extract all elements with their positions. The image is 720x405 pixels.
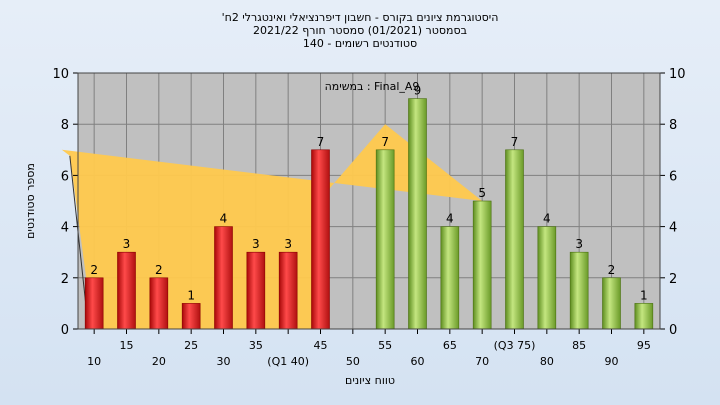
bar-value-label: 4	[543, 212, 551, 226]
bar	[634, 303, 654, 330]
bar-value-label: 7	[381, 135, 389, 149]
y-tick-label-right: 10	[669, 67, 686, 82]
x-tick-label: 50	[346, 355, 360, 368]
bar-value-label: 2	[155, 263, 163, 277]
bar-value-label: 7	[317, 135, 325, 149]
x-tick-label: 45	[314, 339, 328, 352]
bar	[408, 98, 427, 330]
y-tick-label-right: 6	[669, 169, 677, 184]
bar	[84, 277, 104, 330]
bar-value-label: 3	[284, 237, 292, 251]
bar	[214, 226, 233, 330]
y-axis-label: מספר סטודנטים	[24, 163, 37, 239]
x-tick-label: 65	[443, 339, 457, 352]
x-tick-label: 70	[475, 355, 489, 368]
y-tick-label-right: 0	[669, 323, 677, 338]
y-tick-label-right: 4	[669, 221, 677, 236]
bar-value-label: 3	[123, 237, 131, 251]
y-tick-label-left: 10	[52, 67, 69, 82]
bar	[181, 303, 201, 330]
bar-value-label: 4	[446, 212, 454, 226]
bar-value-label: 1	[187, 288, 195, 302]
chart-title-line-2: בסמסטר (01/2021) סמסטר חורף 2021/22	[253, 24, 467, 37]
x-tick-label: (Q3 75)	[494, 339, 536, 352]
x-tick-label: (Q1 40)	[267, 355, 309, 368]
y-tick-label-right: 2	[669, 272, 677, 287]
y-tick-label-left: 0	[61, 323, 69, 338]
bar	[278, 251, 298, 330]
x-tick-label: 80	[540, 355, 554, 368]
bar-value-label: 5	[478, 186, 486, 200]
bar-value-label: 9	[414, 84, 422, 98]
x-tick-label: 95	[637, 339, 651, 352]
y-tick-label-left: 4	[61, 221, 69, 236]
x-tick-label: 60	[411, 355, 425, 368]
bar	[246, 251, 266, 330]
bar	[440, 226, 460, 330]
y-tick-label-left: 6	[61, 169, 69, 184]
x-tick-label: 20	[152, 355, 166, 368]
bar	[537, 226, 557, 330]
x-tick-label: 90	[605, 355, 619, 368]
bar	[569, 251, 589, 330]
bar-value-label: 2	[608, 263, 616, 277]
x-tick-label: 30	[217, 355, 231, 368]
x-axis-label: טווח ציונים	[345, 374, 395, 387]
bar-value-label: 1	[640, 288, 648, 302]
y-tick-label-right: 8	[669, 118, 677, 133]
bar-value-label: 3	[575, 237, 583, 251]
bar	[311, 149, 330, 330]
bar	[117, 251, 136, 330]
y-tick-label-left: 8	[61, 118, 69, 133]
x-tick-label: 85	[572, 339, 586, 352]
y-tick-label-left: 2	[61, 272, 69, 287]
x-tick-label: 15	[120, 339, 134, 352]
bar-value-label: 7	[511, 135, 519, 149]
bar	[375, 149, 395, 330]
x-tick-label: 10	[87, 355, 101, 368]
bar-value-label: 3	[252, 237, 260, 251]
bar	[149, 277, 169, 330]
bar	[505, 149, 524, 330]
bar	[472, 200, 492, 330]
plot-border	[77, 72, 661, 330]
chart-title-line-3: סטודנטים רשומים - 140	[302, 37, 418, 50]
chart-annotation: במשימה : Final_A9	[325, 80, 420, 93]
x-tick-label: 55	[378, 339, 392, 352]
bar-value-label: 4	[220, 212, 228, 226]
x-tick-label: 25	[184, 339, 198, 352]
x-tick-label: 35	[249, 339, 263, 352]
bar	[602, 277, 621, 330]
bar-value-label: 2	[90, 263, 98, 277]
chart-title-line-1: 'היסטוגרמת ציונים בקורס - חשבון דיפרנציא…	[221, 11, 499, 24]
